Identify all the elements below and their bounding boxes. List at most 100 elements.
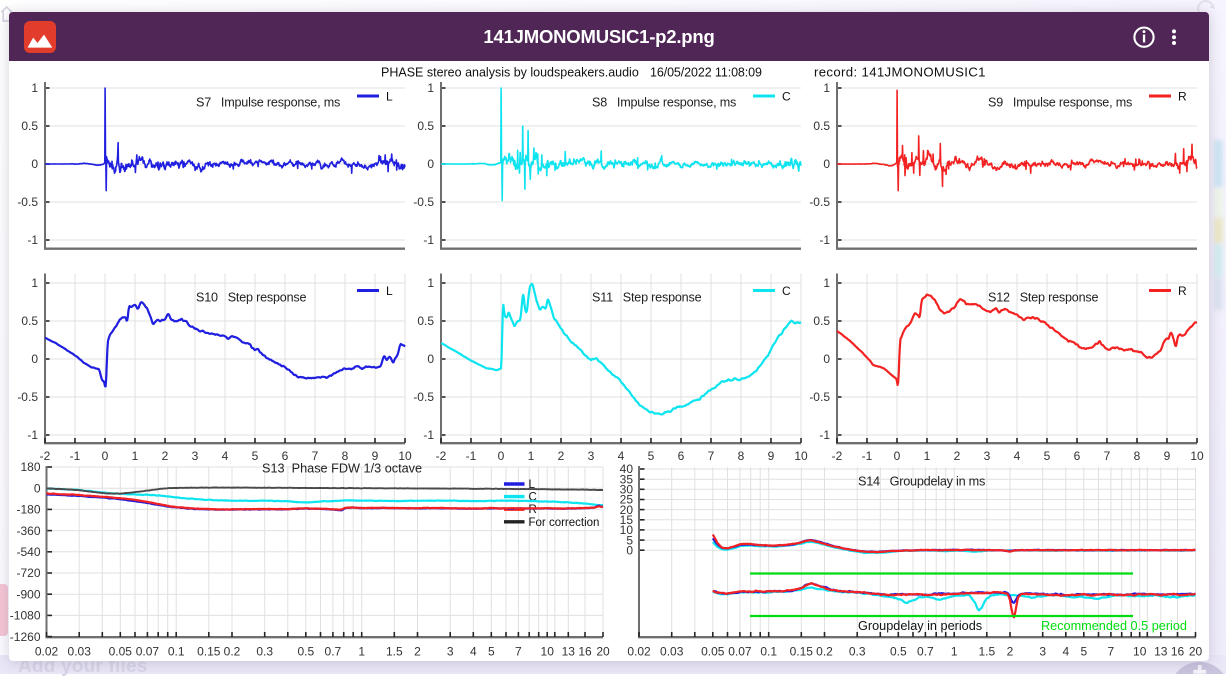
svg-text:-0.5: -0.5 [413, 390, 434, 404]
svg-text:S7 Impulse response, ms: S7 Impulse response, ms [196, 96, 340, 110]
svg-text:1: 1 [132, 449, 139, 463]
svg-text:0: 0 [894, 449, 901, 463]
svg-text:10: 10 [1190, 449, 1204, 463]
svg-text:0: 0 [31, 157, 38, 171]
svg-text:S10 Step response: S10 Step response [196, 291, 307, 305]
svg-text:0.07: 0.07 [728, 645, 752, 659]
svg-text:1: 1 [427, 81, 434, 95]
svg-text:10: 10 [794, 449, 808, 463]
svg-text:4: 4 [1062, 645, 1069, 659]
svg-text:Groupdelay in periods: Groupdelay in periods [858, 619, 982, 633]
svg-text:7: 7 [1104, 449, 1111, 463]
svg-text:For correction: For correction [529, 517, 600, 529]
svg-text:13: 13 [562, 645, 576, 659]
svg-text:L: L [386, 284, 393, 298]
svg-text:0.05: 0.05 [701, 645, 725, 659]
svg-text:-2: -2 [40, 449, 51, 463]
svg-text:S11 Step response: S11 Step response [592, 291, 702, 305]
svg-text:8: 8 [1134, 449, 1141, 463]
svg-text:5: 5 [1044, 449, 1051, 463]
svg-text:-1: -1 [862, 449, 873, 463]
svg-text:-0.5: -0.5 [17, 390, 38, 404]
svg-text:16: 16 [1171, 645, 1185, 659]
svg-text:0: 0 [427, 352, 434, 366]
svg-text:1: 1 [358, 645, 365, 659]
svg-text:0.5: 0.5 [890, 645, 907, 659]
svg-text:-0.5: -0.5 [809, 390, 830, 404]
svg-text:-1: -1 [423, 428, 434, 442]
svg-text:5: 5 [1080, 645, 1087, 659]
svg-text:-0.5: -0.5 [809, 195, 830, 209]
svg-text:2: 2 [558, 449, 565, 463]
svg-text:0.02: 0.02 [35, 645, 59, 659]
svg-text:0.5: 0.5 [21, 119, 38, 133]
svg-text:-1: -1 [27, 428, 38, 442]
svg-text:-2: -2 [436, 449, 447, 463]
svg-text:0.5: 0.5 [21, 314, 38, 328]
svg-text:0.3: 0.3 [849, 645, 866, 659]
svg-text:4: 4 [222, 449, 229, 463]
svg-text:0.5: 0.5 [813, 314, 830, 328]
svg-text:20: 20 [596, 645, 610, 659]
svg-text:0.05: 0.05 [109, 645, 133, 659]
svg-text:0.5: 0.5 [813, 119, 830, 133]
svg-text:PHASE stereo analysis by louds: PHASE stereo analysis by loudspeakers.au… [381, 66, 639, 80]
svg-text:13: 13 [1154, 645, 1168, 659]
svg-text:-2: -2 [832, 449, 843, 463]
svg-text:0.03: 0.03 [68, 645, 92, 659]
svg-text:Recommended 0.5 period: Recommended 0.5 period [1041, 619, 1187, 633]
svg-text:-360: -360 [16, 524, 40, 538]
svg-text:-0.5: -0.5 [17, 195, 38, 209]
svg-text:R: R [1178, 284, 1187, 298]
svg-text:0.15: 0.15 [197, 645, 221, 659]
svg-text:4: 4 [470, 645, 477, 659]
svg-text:-1: -1 [466, 449, 477, 463]
svg-text:1.5: 1.5 [978, 645, 995, 659]
svg-text:1: 1 [427, 276, 434, 290]
svg-text:0: 0 [34, 481, 41, 495]
svg-text:20: 20 [1189, 645, 1203, 659]
svg-text:2: 2 [954, 449, 961, 463]
svg-text:5: 5 [488, 645, 495, 659]
svg-text:0: 0 [823, 157, 830, 171]
svg-text:-1: -1 [27, 233, 38, 247]
svg-text:0: 0 [823, 352, 830, 366]
svg-text:S14 Groupdelay in ms: S14 Groupdelay in ms [858, 475, 985, 489]
svg-text:C: C [782, 284, 791, 298]
svg-text:1.5: 1.5 [386, 645, 403, 659]
svg-text:2: 2 [162, 449, 169, 463]
svg-text:0.7: 0.7 [917, 645, 934, 659]
svg-text:2: 2 [414, 645, 421, 659]
svg-text:10: 10 [541, 645, 555, 659]
svg-text:0.15: 0.15 [790, 645, 814, 659]
svg-text:0.1: 0.1 [168, 645, 185, 659]
svg-text:0.07: 0.07 [136, 645, 160, 659]
svg-text:180: 180 [20, 460, 40, 474]
svg-text:-1260: -1260 [10, 630, 41, 644]
svg-text:10: 10 [1133, 645, 1147, 659]
svg-text:8: 8 [738, 449, 745, 463]
svg-text:1: 1 [31, 81, 38, 95]
svg-text:5: 5 [252, 449, 259, 463]
svg-text:0.2: 0.2 [816, 645, 833, 659]
svg-text:0.2: 0.2 [224, 645, 241, 659]
svg-text:16/05/2022 11:08:09: 16/05/2022 11:08:09 [650, 66, 762, 80]
svg-text:9: 9 [1164, 449, 1171, 463]
svg-text:1: 1 [924, 449, 931, 463]
svg-text:0: 0 [498, 449, 505, 463]
svg-text:-900: -900 [16, 587, 40, 601]
svg-text:3: 3 [1039, 645, 1046, 659]
svg-text:0: 0 [31, 352, 38, 366]
svg-text:1: 1 [823, 276, 830, 290]
svg-text:1: 1 [31, 276, 38, 290]
svg-text:1: 1 [823, 81, 830, 95]
svg-text:6: 6 [678, 449, 685, 463]
svg-text:0.5: 0.5 [297, 645, 314, 659]
svg-text:16: 16 [578, 645, 592, 659]
svg-text:0: 0 [626, 543, 633, 557]
svg-text:-540: -540 [16, 545, 40, 559]
svg-text:-1: -1 [819, 428, 830, 442]
svg-text:C: C [782, 90, 791, 104]
svg-text:3: 3 [192, 449, 199, 463]
svg-text:7: 7 [1108, 645, 1115, 659]
